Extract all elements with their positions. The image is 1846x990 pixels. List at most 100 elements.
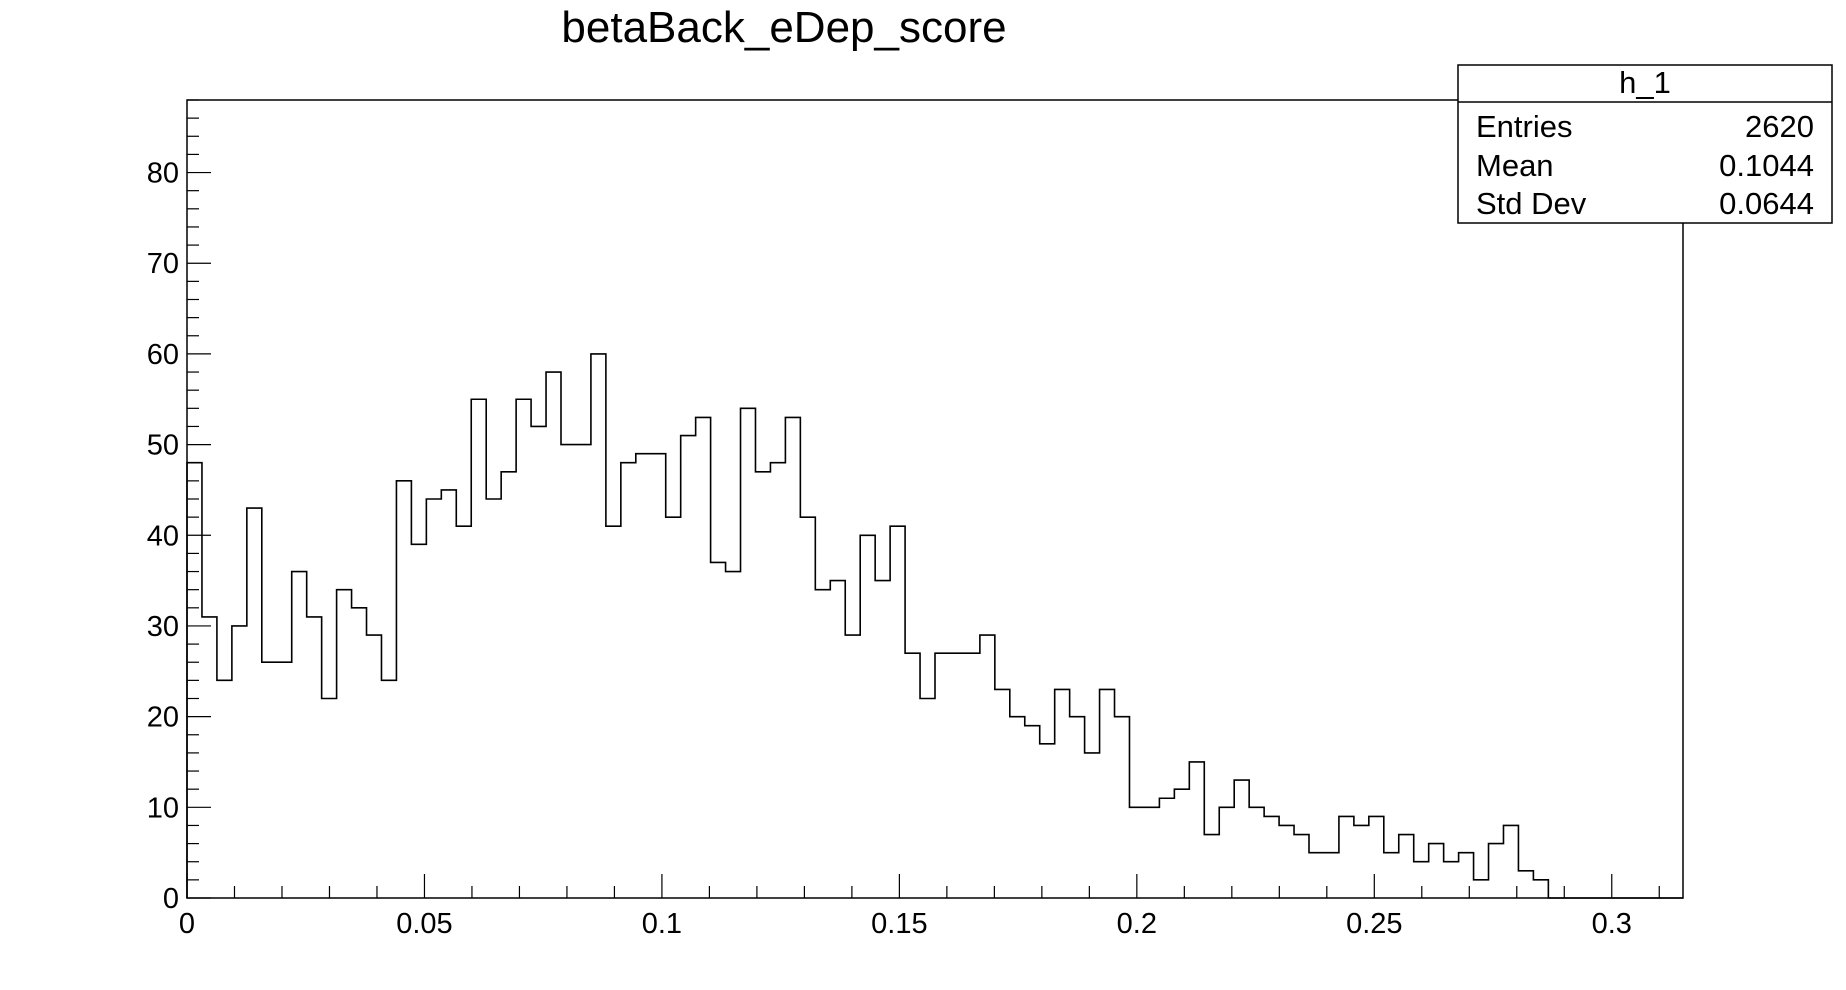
histogram-bin (217, 680, 232, 898)
histogram-bin (546, 372, 561, 898)
histogram-bin (950, 653, 965, 898)
x-tick-label: 0.2 (1117, 908, 1157, 940)
x-tick-label: 0.3 (1592, 908, 1632, 940)
histogram-bin (651, 454, 666, 898)
histogram-bin (1324, 853, 1339, 898)
histogram-bin (426, 499, 441, 898)
histogram-bin (561, 445, 576, 898)
histogram-bin (755, 472, 770, 898)
y-tick-label: 30 (147, 611, 179, 643)
histogram-bin (890, 526, 905, 898)
histogram-bin (726, 572, 741, 898)
y-tick-label: 40 (147, 520, 179, 552)
histogram-bin (1489, 844, 1504, 898)
y-tick-label: 50 (147, 430, 179, 462)
histogram-bin (1459, 853, 1474, 898)
histogram-bin (1533, 880, 1548, 898)
histogram-bin (860, 535, 875, 898)
histogram-bins (186, 353, 1683, 899)
histogram-bin (1085, 753, 1100, 898)
histogram-bin (501, 472, 516, 898)
histogram-bin (1399, 835, 1414, 898)
histogram-bin (696, 417, 711, 898)
histogram-bin (471, 399, 486, 898)
tick-labels: 0 0.05 0.1 0.15 0.2 0.25 0.3 0 10 20 30 40 50 60 70 80 (147, 158, 1632, 940)
histogram-bin (1294, 835, 1309, 898)
y-tick-label: 60 (147, 339, 179, 371)
x-tick-label: 0.25 (1346, 908, 1402, 940)
stats-box-title: h_1 (1619, 65, 1671, 100)
stats-value-mean: 0.1044 (1719, 148, 1814, 183)
histogram-bin (1518, 871, 1533, 898)
histogram-bin (1010, 717, 1025, 898)
histogram-bin (845, 635, 860, 898)
histogram-bin (1025, 726, 1040, 898)
stats-label-std-dev: Std Dev (1476, 186, 1587, 221)
histogram-bin (1354, 825, 1369, 898)
histogram-bin (741, 408, 756, 898)
histogram-outline (186, 353, 1683, 899)
histogram-bin (531, 426, 546, 898)
histogram-bin (995, 689, 1010, 898)
histogram-bin (681, 436, 696, 898)
histogram-bin (292, 572, 307, 898)
stats-box: h_1 Entries 2620 Mean 0.1044 Std Dev 0.0… (1457, 64, 1833, 224)
histogram-bin (1264, 816, 1279, 898)
histogram-bin (1249, 807, 1264, 898)
histogram-bin (815, 590, 830, 898)
histogram-bin (1174, 789, 1189, 898)
histogram-bin (591, 354, 606, 898)
histogram-bin (322, 699, 337, 899)
histogram-bin (636, 454, 651, 898)
histogram-bin (711, 562, 726, 898)
histogram-bin (486, 499, 501, 898)
histogram-bin (965, 653, 980, 898)
histogram-bin (441, 490, 456, 898)
histogram-bin (1279, 825, 1294, 898)
histogram-bin (1474, 880, 1489, 898)
histogram-bin (1444, 862, 1459, 898)
x-tick-label: 0 (179, 908, 195, 940)
y-tick-label: 0 (163, 883, 179, 915)
histogram-bin (262, 662, 277, 898)
histogram-bin (606, 526, 621, 898)
histogram-bin (785, 417, 800, 898)
histogram-bin (1144, 807, 1159, 898)
histogram-bin (576, 445, 591, 898)
histogram-bin (1429, 844, 1444, 898)
x-tick-label: 0.15 (871, 908, 927, 940)
histogram-bin (232, 626, 247, 898)
histogram-bin (800, 517, 815, 898)
y-tick-label: 70 (147, 248, 179, 280)
histogram-bin (1339, 816, 1354, 898)
histogram-bin (337, 590, 352, 898)
histogram-bin (202, 617, 217, 898)
histogram-bin (770, 463, 785, 898)
x-tick-label: 0.05 (396, 908, 452, 940)
histogram-bin (1204, 835, 1219, 898)
histogram-bin (411, 544, 426, 898)
histogram-bin (905, 653, 920, 898)
histogram-bin (1040, 744, 1055, 898)
histogram-bin (1115, 717, 1130, 898)
histogram-bin (920, 699, 935, 899)
histogram-bin (875, 581, 890, 898)
histogram-bin (396, 481, 411, 898)
histogram-bin (1219, 807, 1234, 898)
chart-title: betaBack_eDep_score (561, 3, 1006, 52)
stats-label-entries: Entries (1476, 109, 1572, 144)
y-tick-label: 20 (147, 702, 179, 734)
histogram-bin (1234, 780, 1249, 898)
histogram-bin (516, 399, 531, 898)
y-tick-label: 80 (147, 158, 179, 190)
histogram-bin (277, 662, 292, 898)
histogram-bin (247, 508, 262, 898)
histogram-bin (935, 653, 950, 898)
histogram-bin (1189, 762, 1204, 898)
histogram-bin (1070, 717, 1085, 898)
histogram-bin (367, 635, 382, 898)
histogram-bin (1369, 816, 1384, 898)
axis-ticks (186, 99, 1660, 899)
histogram-bin (666, 517, 681, 898)
